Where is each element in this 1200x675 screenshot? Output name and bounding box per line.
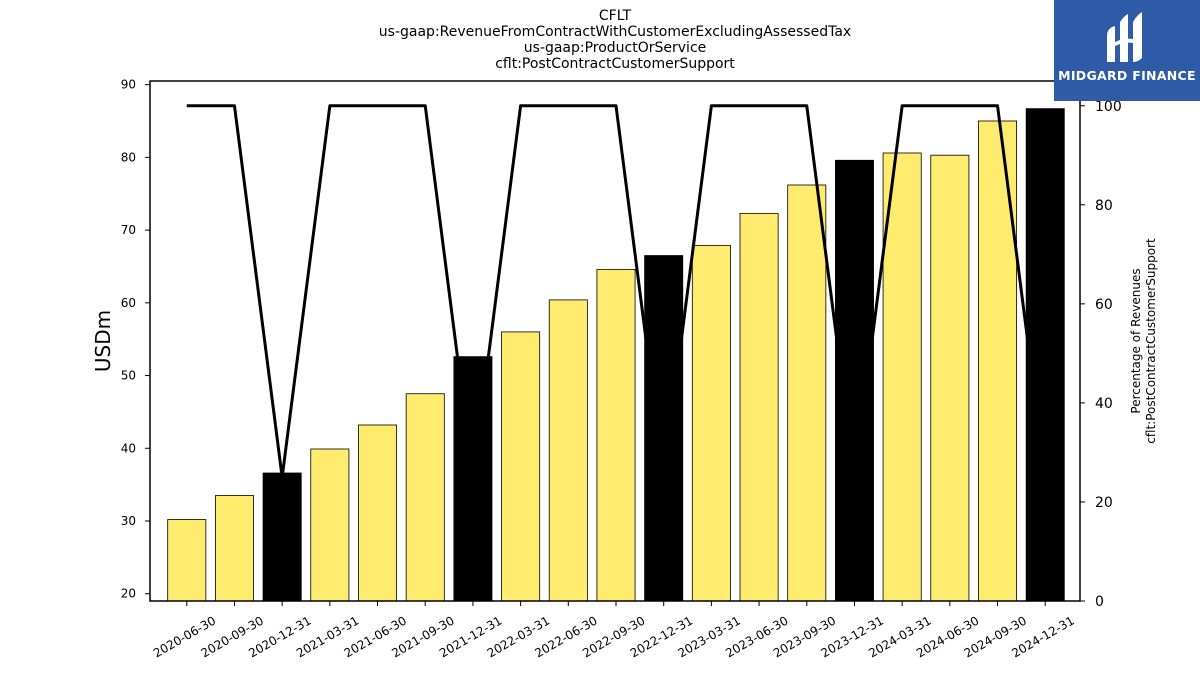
bar-2024-12-31 — [1025, 108, 1065, 602]
y-axis-label: USDm — [91, 310, 115, 372]
bar-2022-03-31 — [501, 331, 541, 602]
chart-title: CFLT — [598, 8, 632, 24]
y-tick-label-80: 80 — [121, 150, 136, 164]
bar-2023-06-30 — [739, 212, 779, 602]
bar-2021-03-31 — [310, 448, 350, 602]
bar-2021-12-31 — [453, 356, 493, 602]
plot-frame — [149, 80, 1081, 602]
bar-2020-12-31 — [262, 472, 302, 602]
bar-2020-06-30 — [167, 519, 207, 602]
y2-axis-label-line2: cflt:PostContractCustomerSupport — [1144, 238, 1158, 444]
y-tick-label-20: 20 — [121, 587, 136, 601]
percent-line-layer — [186, 104, 1047, 479]
y-tick-label-40: 40 — [121, 441, 136, 455]
bar-2022-06-30 — [548, 299, 588, 602]
bars-layer — [167, 108, 1065, 602]
chart-subtitle-2: us-gaap:ProductOrService — [523, 40, 707, 56]
bar-2021-09-30 — [405, 393, 445, 602]
bar-2023-03-31 — [691, 244, 731, 602]
y-tick-label-30: 30 — [121, 514, 136, 528]
bar-2024-03-31 — [882, 152, 922, 602]
bar-2024-09-30 — [978, 120, 1018, 602]
logo-mark-icon — [1107, 12, 1142, 62]
bar-2021-06-30 — [358, 424, 398, 602]
bar-2024-06-30 — [930, 154, 970, 602]
y2-tick-label-40: 40 — [1095, 396, 1113, 412]
brand-logo: MIDGARD FINANCE — [1054, 0, 1200, 101]
y-tick-label-60: 60 — [121, 296, 136, 310]
chart-subtitle-1: us-gaap:RevenueFromContractWithCustomerE… — [378, 24, 852, 40]
bar-2023-09-30 — [787, 184, 827, 602]
y-tick-label-70: 70 — [121, 223, 136, 237]
y-tick-label-50: 50 — [121, 369, 136, 383]
y2-tick-label-20: 20 — [1095, 495, 1113, 511]
y2-tick-label-60: 60 — [1095, 297, 1113, 313]
y2-axis-label-line1: Percentage of Revenues — [1129, 268, 1143, 413]
logo-text: MIDGARD FINANCE — [1058, 68, 1196, 83]
bar-2022-12-31 — [644, 255, 684, 602]
y2-tick-label-80: 80 — [1095, 198, 1113, 214]
y2-tick-label-100: 100 — [1095, 99, 1122, 115]
percent-series-line — [186, 104, 1047, 479]
bar-2020-09-30 — [214, 495, 254, 602]
y-tick-label-90: 90 — [121, 78, 136, 92]
chart-subtitle-3: cflt:PostContractCustomerSupport — [495, 56, 735, 72]
bar-2022-09-30 — [596, 268, 636, 602]
y2-tick-label-0: 0 — [1095, 594, 1104, 610]
